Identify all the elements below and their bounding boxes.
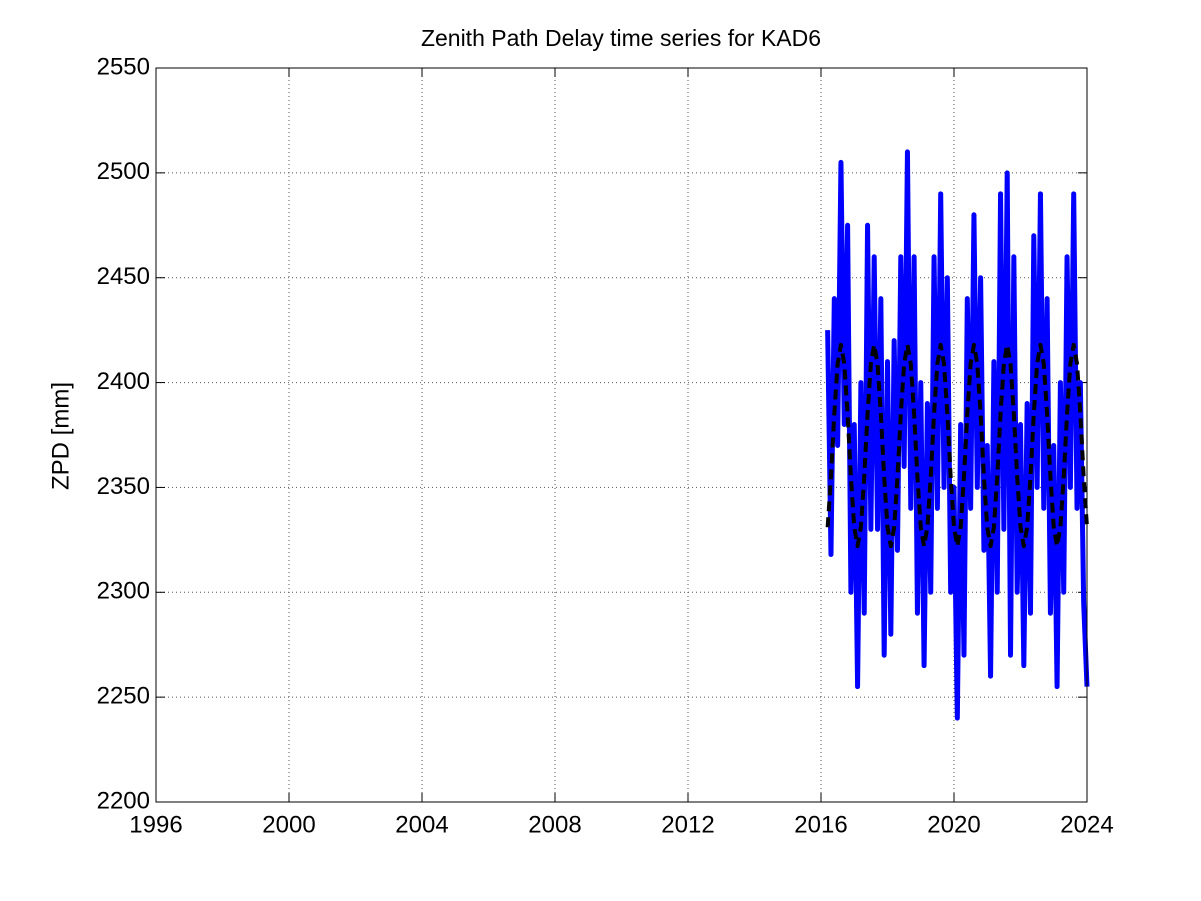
chart-title: Zenith Path Delay time series for KAD6 [421,25,821,51]
x-tick-label: 2016 [794,811,847,838]
y-tick-label: 2300 [97,578,150,605]
y-tick-label: 2400 [97,368,150,395]
x-tick-label: 2008 [528,811,581,838]
y-tick-label: 2500 [97,158,150,185]
y-axis-label: ZPD [mm] [47,382,74,490]
x-tick-label: 1996 [129,811,182,838]
y-tick-label: 2350 [97,473,150,500]
y-tick-label: 2450 [97,263,150,290]
y-tick-label: 2200 [97,787,150,814]
y-tick-label: 2250 [97,682,150,709]
data-line [825,149,1090,721]
x-tick-label: 2004 [395,811,448,838]
x-tick-label: 2024 [1060,811,1113,838]
axes-box [155,67,1088,803]
x-tick-label: 2000 [262,811,315,838]
x-tick-label: 2012 [661,811,714,838]
y-tick-label: 2550 [97,53,150,80]
x-tick-label: 2020 [927,811,980,838]
fit-line [825,342,1089,549]
